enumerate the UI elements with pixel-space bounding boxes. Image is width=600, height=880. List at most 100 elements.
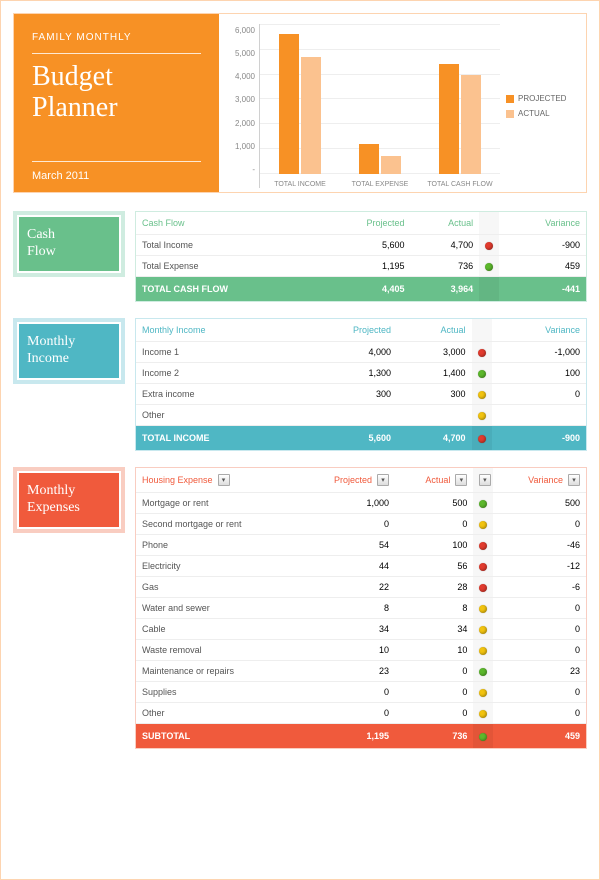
row-variance: -46: [493, 535, 586, 556]
row-variance: 0: [493, 703, 586, 724]
section-title: MonthlyExpenses: [19, 473, 119, 527]
filter-dropdown-icon[interactable]: ▾: [218, 474, 230, 486]
row-label: Other: [136, 703, 298, 724]
table-row: Mortgage or rent 1,000 500 500: [136, 493, 586, 514]
row-label: Extra income: [136, 384, 296, 405]
row-label: Maintenance or repairs: [136, 661, 298, 682]
row-actual: 8: [395, 598, 473, 619]
status-dot-icon: [478, 391, 486, 399]
col-header: Housing Expense▾: [142, 474, 292, 486]
status-cell: [473, 640, 493, 661]
row-actual: 3,000: [397, 342, 472, 363]
col-header: Variance▾: [499, 474, 580, 486]
title-block: FAMILY MONTHLY Budget Planner March 2011: [14, 14, 219, 192]
row-variance: 0: [493, 619, 586, 640]
status-dot-icon: [478, 349, 486, 357]
chart-legend: PROJECTED ACTUAL: [500, 24, 580, 188]
table-row: Second mortgage or rent 0 0 0: [136, 514, 586, 535]
row-actual: 0: [395, 682, 473, 703]
status-dot-icon: [478, 370, 486, 378]
status-cell: [473, 535, 493, 556]
filter-dropdown-icon[interactable]: ▾: [377, 474, 389, 486]
status-dot-icon: [479, 521, 487, 529]
col-header: Actual▾: [401, 474, 467, 486]
bar-actual: [461, 75, 481, 174]
row-projected: 1,300: [296, 363, 397, 384]
table-row: Gas 22 28 -6: [136, 577, 586, 598]
status-dot-icon: [479, 500, 487, 508]
table-row: Other 0 0 0: [136, 703, 586, 724]
status-dot-icon: [479, 733, 487, 741]
row-label: Water and sewer: [136, 598, 298, 619]
row-actual: 736: [410, 256, 479, 277]
status-cell: [473, 661, 493, 682]
section-table: Monthly Income Projected Actual Variance…: [135, 318, 587, 451]
status-cell: [472, 384, 492, 405]
status-cell: [479, 235, 499, 256]
row-label: Total Expense: [136, 256, 318, 277]
row-projected: 34: [298, 619, 395, 640]
table-row: Other: [136, 405, 586, 426]
table-row: Cable 34 34 0: [136, 619, 586, 640]
status-cell: [472, 342, 492, 363]
pre-title: FAMILY MONTHLY: [32, 32, 201, 43]
row-actual: 56: [395, 556, 473, 577]
filter-dropdown-icon[interactable]: ▾: [479, 474, 491, 486]
row-actual: 0: [395, 661, 473, 682]
row-variance: 23: [493, 661, 586, 682]
section-title: CashFlow: [19, 217, 119, 271]
row-variance: -1,000: [492, 342, 586, 363]
row-projected: 54: [298, 535, 395, 556]
row-actual: 500: [395, 493, 473, 514]
table-row: Total Income 5,600 4,700 -900: [136, 235, 586, 256]
table-row: Income 2 1,300 1,400 100: [136, 363, 586, 384]
col-header: Monthly Income: [142, 325, 290, 335]
chart-bars: TOTAL INCOME TOTAL EXPENSE TOTAL CASH FL…: [259, 24, 500, 188]
section-title: MonthlyIncome: [19, 324, 119, 378]
row-projected: 1,000: [298, 493, 395, 514]
date: March 2011: [32, 161, 201, 182]
chart-yaxis: 6,0005,0004,0003,0002,0001,000-: [229, 24, 259, 188]
row-label: Cable: [136, 619, 298, 640]
status-dot-icon: [479, 605, 487, 613]
section-tab: CashFlow: [13, 211, 125, 277]
status-dot-icon: [479, 668, 487, 676]
row-variance: 0: [493, 514, 586, 535]
col-header: Projected▾: [304, 474, 389, 486]
row-actual: 34: [395, 619, 473, 640]
filter-dropdown-icon[interactable]: ▾: [455, 474, 467, 486]
row-projected: 22: [298, 577, 395, 598]
row-variance: 459: [499, 256, 586, 277]
status-dot-icon: [479, 626, 487, 634]
filter-dropdown-icon[interactable]: ▾: [568, 474, 580, 486]
legend-projected: PROJECTED: [518, 94, 566, 103]
status-dot-icon: [485, 263, 493, 271]
row-variance: 0: [493, 598, 586, 619]
row-variance: -900: [499, 235, 586, 256]
table-row: Electricity 44 56 -12: [136, 556, 586, 577]
col-header: Variance: [498, 325, 580, 335]
row-actual: [397, 405, 472, 426]
status-cell: [473, 682, 493, 703]
header: FAMILY MONTHLY Budget Planner March 2011…: [13, 13, 587, 193]
col-header: Projected: [324, 218, 405, 228]
status-cell: [479, 256, 499, 277]
row-projected: 44: [298, 556, 395, 577]
row-label: Phone: [136, 535, 298, 556]
legend-actual: ACTUAL: [518, 109, 550, 118]
status-cell: [473, 493, 493, 514]
section-table: Housing Expense▾ Projected▾ Actual▾ ▾ Va…: [135, 467, 587, 749]
chart: 6,0005,0004,0003,0002,0001,000- TOTAL IN…: [219, 14, 586, 192]
row-variance: 500: [493, 493, 586, 514]
table-row: Total Expense 1,195 736 459: [136, 256, 586, 277]
row-projected: 0: [298, 682, 395, 703]
row-projected: 1,195: [318, 256, 411, 277]
status-cell: [472, 405, 492, 426]
total-row: SUBTOTAL1,195736 459: [136, 724, 586, 749]
status-dot-icon: [485, 242, 493, 250]
row-variance: 100: [492, 363, 586, 384]
row-actual: 0: [395, 514, 473, 535]
bar-projected: [439, 64, 459, 174]
status-dot-icon: [479, 710, 487, 718]
row-label: Total Income: [136, 235, 318, 256]
